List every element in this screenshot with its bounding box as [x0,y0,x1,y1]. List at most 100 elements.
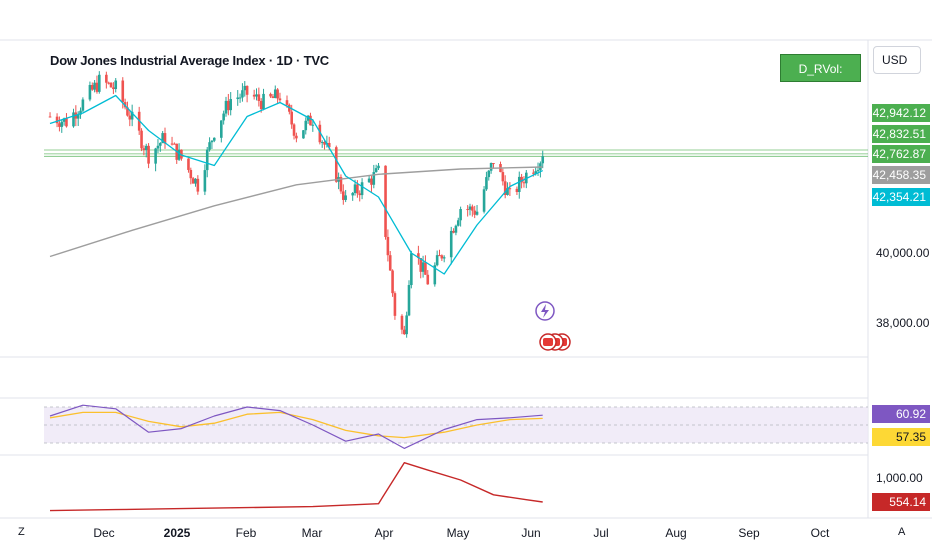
candle-body [292,124,296,136]
candle-body [147,145,150,164]
candle-body [154,148,157,164]
candle-body [442,257,446,259]
candle-body [288,104,291,112]
candle-body [90,85,94,90]
candle-body [205,149,209,171]
ma-long-line [49,166,543,258]
x-tick-apr: Apr [374,526,394,540]
candle-body [128,115,132,120]
candle-body [534,171,537,174]
candle-body [327,142,331,148]
candle-body [220,120,223,138]
candle-body [400,315,404,330]
candle-body [377,165,380,169]
candle-body [269,93,272,97]
candle-body [372,172,376,185]
candle-body [72,112,75,127]
candle-body [311,124,315,126]
candle-body [76,114,80,119]
candle-body [342,191,345,200]
candle-body [309,115,312,126]
candle-body [180,149,183,159]
candle-body [515,188,519,192]
candle-body [229,99,232,111]
rvol-badge[interactable]: D_RVol: NaN% [780,54,861,104]
candle-body [334,147,338,182]
currency-button[interactable]: USD [873,46,921,74]
candle-body [58,123,61,127]
chart-title: Dow Jones Industrial Average Index · 1D … [50,53,329,68]
candle-body [210,140,214,143]
candle-body [224,100,228,114]
candle-body [62,118,66,122]
candle-body [487,170,491,178]
candle-body [93,82,96,90]
candle-body [81,99,85,111]
candle-body [196,178,200,192]
candle-body [271,96,275,99]
candle-body [386,236,390,256]
candle-body [189,169,193,179]
candle-body [177,149,181,160]
candle-body [191,178,195,184]
rsi-ma-label: 57.35 [872,428,930,446]
candle-body [295,135,298,139]
candle-body [114,80,118,90]
candle-body [140,130,143,149]
candle-body [466,209,469,211]
candle-body [144,145,148,150]
candle-body [109,82,113,88]
candle-body [370,178,373,185]
candle-body [318,124,322,143]
candle-body [501,172,505,182]
candle-body [130,111,134,120]
candle-body [208,142,211,150]
candle-body [410,253,413,286]
candle-body [243,85,247,91]
lightning-icon-glyph [541,304,549,318]
x-tick-jul: Jul [593,526,609,540]
candle-body [105,74,108,83]
x-tick-oct: Oct [810,526,830,540]
auto-scale-corner[interactable]: A [898,526,906,538]
candle-body [489,163,493,171]
volume-label: 554.14 [872,493,930,511]
candle-body [161,133,164,144]
candle-body [468,206,472,210]
candle-body [517,176,521,192]
candle-body [257,94,261,101]
us-flag-icon-2 [543,338,553,346]
candle-body [156,145,160,149]
candle-body [278,98,282,101]
candle-body [55,116,59,124]
zoom-corner-left[interactable]: Z [18,526,25,538]
candle-body [112,87,115,90]
candle-body [426,274,430,285]
candle-body [506,188,509,195]
price-tick-38000: 38,000.00 [876,316,930,330]
candle-body [290,111,293,125]
candle-body [227,100,230,111]
price-label-high: 42,942.12 [872,104,930,122]
x-tick-2025: 2025 [163,526,191,540]
candle-body [238,97,242,99]
volume-line [49,462,543,512]
candle-body [438,255,441,257]
candle-body [285,100,289,105]
candle-body [88,85,92,100]
candle-body [159,143,162,146]
candle-body [236,97,240,100]
candle-body [259,100,263,110]
candle-body [173,143,176,145]
candle-body [194,178,197,184]
candle-body [358,193,362,196]
candle-body [344,195,347,200]
candle-body [485,177,488,190]
candle-body [471,206,474,211]
rsi-line [49,404,543,449]
candle-body [245,85,249,95]
x-tick-sep: Sep [738,526,760,540]
candle-body [320,141,324,143]
